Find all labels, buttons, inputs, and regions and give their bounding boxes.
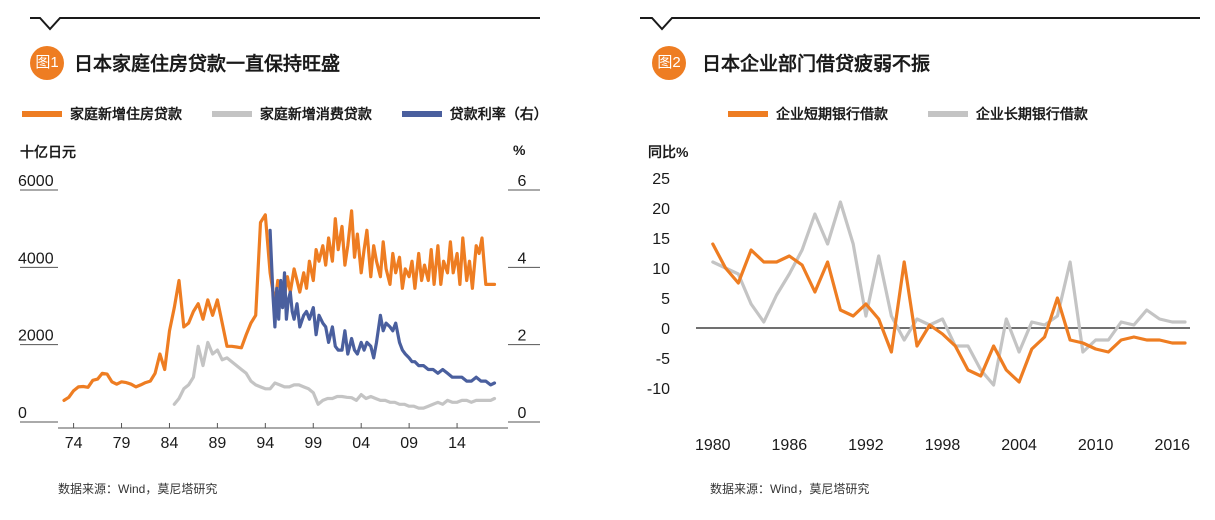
chart-title: 日本家庭住房贷款一直保持旺盛 — [74, 54, 341, 75]
x-tick-label: 1986 — [772, 437, 808, 454]
legend-swatch-gray — [211, 111, 252, 117]
legend-swatch-gray — [927, 111, 968, 117]
legend-label: 企业短期银行借款 — [776, 106, 888, 122]
series-line-0 — [711, 242, 1187, 384]
x-tick-label: 74 — [65, 435, 83, 452]
y-tick-label: 15 — [652, 231, 670, 248]
x-tick-label: 99 — [304, 435, 322, 452]
y-tick-label: -5 — [656, 351, 670, 368]
legend-swatch-orange — [22, 111, 62, 117]
chart-1-plot: 0 2000 4000 6000 0 2 4 6 74 79 84 89 94 99 04 09 14 — [18, 173, 540, 452]
series-line-1 — [711, 200, 1187, 387]
x-tick-label: 89 — [208, 435, 226, 452]
legend-item-loan-rate: 贷款利率（右） — [401, 104, 548, 124]
chart-title: 日本企业部门借贷疲弱不振 — [702, 54, 931, 75]
x-tick-label: 94 — [256, 435, 274, 452]
series-line-0 — [62, 209, 497, 402]
legend: 家庭新增住房贷款 家庭新增消费贷款 贷款利率（右） — [22, 104, 548, 124]
x-tick-label: 09 — [400, 435, 418, 452]
y-tick-label: -10 — [647, 381, 670, 398]
legend-swatch-orange — [728, 111, 768, 117]
series-line-1 — [172, 340, 497, 410]
y-tick-label: 2000 — [18, 328, 54, 345]
header-rule — [640, 17, 1200, 31]
header-rule — [30, 17, 540, 31]
x-tick-label: 1992 — [848, 437, 884, 454]
y-tick-label: 25 — [652, 171, 670, 188]
data-source: 数据来源：Wind，莫尼塔研究 — [58, 482, 218, 496]
x-tick-label: 04 — [352, 435, 370, 452]
x-tick-label: 84 — [161, 435, 179, 452]
series-line-2 — [268, 228, 497, 387]
y2-tick-label: 0 — [518, 405, 527, 422]
y-tick-label: 0 — [661, 321, 670, 338]
legend-label: 企业长期银行借款 — [975, 106, 1088, 122]
legend-item-housing-loans: 家庭新增住房贷款 — [22, 104, 182, 124]
legend-item-short-term-loans: 企业短期银行借款 — [728, 104, 888, 124]
chart-panel-2: 图2 日本企业部门借贷疲弱不振 企业短期银行借款 企业长期银行借款 同比% 25… — [630, 0, 1215, 520]
x-tick-label: 1980 — [695, 437, 731, 454]
y-tick-label: 6000 — [18, 173, 54, 190]
y2-tick-label: 2 — [518, 328, 527, 345]
x-tick-label: 2004 — [1001, 437, 1037, 454]
y-tick-label: 10 — [652, 261, 670, 278]
x-tick-label: 2016 — [1154, 437, 1190, 454]
legend: 企业短期银行借款 企业长期银行借款 — [728, 104, 1088, 124]
figure-badge: 图1 — [30, 46, 64, 80]
data-source: 数据来源：Wind，莫尼塔研究 — [710, 482, 870, 496]
left-axis-unit: 同比% — [648, 144, 689, 160]
y-tick-label: 5 — [661, 291, 670, 308]
x-tick-label: 2010 — [1078, 437, 1114, 454]
chart-panel-1: 图1 日本家庭住房贷款一直保持旺盛 家庭新增住房贷款 家庭新增消费贷款 贷款利率… — [0, 0, 560, 520]
y2-tick-label: 6 — [518, 173, 527, 190]
y-tick-label: 0 — [18, 405, 27, 422]
legend-swatch-blue — [401, 111, 442, 117]
legend-label: 家庭新增消费贷款 — [259, 106, 372, 122]
chart-2-plot: 25 20 15 10 5 0 -5 -10 1980 1986 1992 1998 2004 2010 2… — [647, 171, 1190, 454]
x-tick-label: 79 — [113, 435, 131, 452]
legend-item-long-term-loans: 企业长期银行借款 — [927, 104, 1088, 124]
legend-item-consumer-loans: 家庭新增消费贷款 — [211, 104, 372, 124]
y-tick-label: 20 — [652, 201, 670, 218]
legend-label: 贷款利率（右） — [449, 106, 548, 122]
legend-label: 家庭新增住房贷款 — [70, 106, 182, 122]
y-tick-label: 4000 — [18, 250, 54, 267]
y2-tick-label: 4 — [518, 250, 527, 267]
figure-badge: 图2 — [652, 46, 686, 80]
x-tick-label: 1998 — [925, 437, 961, 454]
x-tick-label: 14 — [448, 435, 466, 452]
left-axis-unit: 十亿日元 — [20, 144, 76, 160]
right-axis-unit: % — [513, 142, 526, 158]
